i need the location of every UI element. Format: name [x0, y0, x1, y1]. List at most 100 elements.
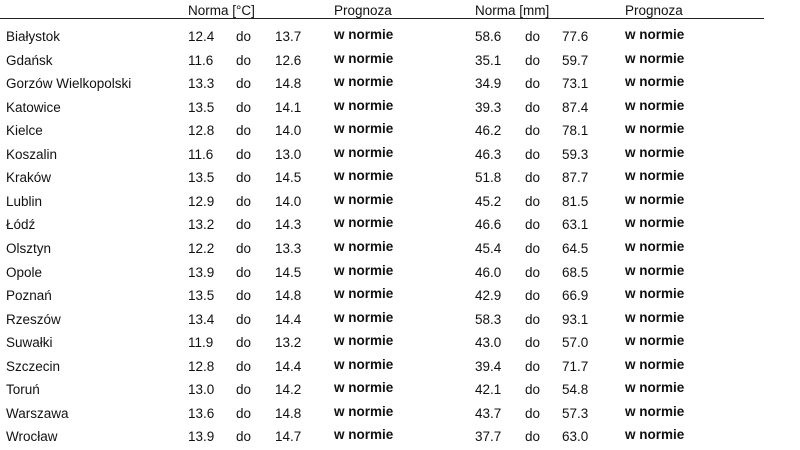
temp-range-word: do [236, 358, 252, 374]
precip-min: 46.0 [475, 264, 502, 280]
temp-forecast: w normie [334, 215, 394, 231]
city-name: Poznań [6, 288, 52, 304]
precip-range-word: do [525, 52, 541, 68]
temp-forecast: w normie [334, 121, 394, 137]
city-name: Olsztyn [6, 240, 52, 256]
temp-forecast: w normie [334, 168, 394, 184]
precip-max: 87.4 [562, 99, 589, 115]
temp-forecast: w normie [334, 191, 394, 207]
table-row: Kraków 13.5 do 14.5 w normie 51.8 do 87.7 w norm… [0, 167, 800, 189]
temp-min: 11.6 [188, 52, 214, 68]
temp-max: 12.6 [275, 52, 302, 68]
precip-forecast: w normie [625, 380, 685, 396]
precip-min: 42.9 [475, 288, 502, 304]
precip-forecast: w normie [625, 27, 685, 42]
precip-max: 66.9 [562, 288, 589, 304]
temp-min: 13.5 [188, 170, 215, 186]
precip-forecast: w normie [625, 121, 685, 137]
city-name: Rzeszów [6, 311, 61, 327]
precip-forecast: w normie [625, 74, 685, 90]
temp-forecast: w normie [334, 238, 394, 254]
city-name: Wrocław [6, 429, 58, 445]
temp-min: 12.9 [188, 193, 215, 209]
temp-forecast: w normie [334, 286, 394, 302]
temp-range-word: do [236, 217, 252, 233]
precip-forecast: w normie [625, 144, 685, 160]
temp-range-word: do [236, 170, 252, 186]
precip-forecast: w normie [625, 356, 685, 372]
table-row: Olsztyn 12.2 do 13.3 w normie 45.4 do 64.5 w nor… [0, 238, 800, 260]
city-name: Kraków [6, 170, 52, 186]
temp-max: 14.7 [275, 429, 302, 445]
precip-forecast: w normie [625, 427, 685, 443]
precip-min: 51.8 [475, 170, 502, 186]
temp-forecast: w normie [334, 27, 394, 42]
temp-min: 13.0 [188, 382, 215, 398]
precip-forecast: w normie [625, 168, 685, 184]
city-name: Warszawa [6, 405, 69, 421]
city-name: Łódź [6, 217, 36, 233]
table-row: Gorzów Wielkopolski 13.3 do 14.8 w normie 34.… [0, 73, 800, 95]
precip-range-word: do [525, 193, 541, 209]
table-row: Katowice 13.5 do 14.1 w normie 39.3 do 87.4 w no… [0, 97, 800, 119]
temp-range-word: do [236, 193, 252, 209]
precip-max: 93.1 [562, 311, 589, 327]
temp-min: 11.9 [188, 335, 214, 351]
precip-range-word: do [525, 358, 541, 374]
precip-range-word: do [525, 170, 541, 186]
city-name: Katowice [6, 99, 61, 115]
precip-forecast: w normie [625, 238, 685, 254]
precip-max: 68.5 [562, 264, 589, 280]
temp-range-word: do [236, 240, 252, 256]
city-name: Gdańsk [6, 52, 53, 68]
temp-range-word: do [236, 382, 252, 398]
city-name: Suwałki [6, 335, 53, 351]
precip-max: 59.3 [562, 146, 589, 162]
table-row: Szczecin 12.8 do 14.4 w normie 39.4 do 71.7 w no… [0, 356, 800, 378]
precip-range-word: do [525, 382, 541, 398]
temp-max: 14.4 [275, 311, 302, 327]
temp-forecast: w normie [334, 262, 394, 278]
precip-min: 39.4 [475, 358, 502, 374]
temp-max: 14.5 [275, 170, 302, 186]
table-row: Koszalin 11.6 do 13.0 w normie 46.3 do 59.3 w no… [0, 144, 800, 166]
header-divider [0, 18, 764, 19]
table-row: Suwałki 11.9 do 13.2 w normie 43.0 do 57.0 w nor… [0, 332, 800, 354]
precip-forecast: w normie [625, 403, 685, 419]
precip-forecast: w normie [625, 215, 685, 231]
precip-range-word: do [525, 264, 541, 280]
city-name: Szczecin [6, 358, 61, 374]
precip-range-word: do [525, 288, 541, 304]
city-name: Koszalin [6, 146, 58, 162]
precip-forecast: w normie [625, 191, 685, 207]
temp-range-word: do [236, 335, 252, 351]
table-row: Poznań 13.5 do 14.8 w normie 42.9 do 66.9 w norm… [0, 285, 800, 307]
temp-min: 11.6 [188, 146, 214, 162]
precip-min: 34.9 [475, 76, 502, 92]
precip-max: 71.7 [562, 358, 589, 374]
precip-min: 43.0 [475, 335, 502, 351]
temp-max: 14.4 [275, 358, 302, 374]
precip-min: 35.1 [475, 52, 502, 68]
precip-max: 57.0 [562, 335, 589, 351]
precip-range-word: do [525, 335, 541, 351]
table-row: Gdańsk 11.6 do 12.6 w normie 35.1 do 59.7 w norm… [0, 50, 800, 72]
temp-range-word: do [236, 405, 252, 421]
precip-forecast: w normie [625, 50, 685, 66]
temp-forecast: w normie [334, 427, 394, 443]
temp-min: 12.2 [188, 240, 215, 256]
temp-min: 13.9 [188, 264, 215, 280]
precip-forecast: w normie [625, 262, 685, 278]
precip-max: 87.7 [562, 170, 589, 186]
precip-max: 77.6 [562, 29, 589, 44]
temp-min: 13.4 [188, 311, 215, 327]
table-row: Opole 13.9 do 14.5 w normie 46.0 do 68.5 w normi… [0, 262, 800, 284]
header-precip-forecast: Prognoza [625, 3, 683, 18]
precip-range-word: do [525, 146, 541, 162]
temp-range-word: do [236, 52, 252, 68]
precip-max: 63.1 [562, 217, 589, 233]
precip-max: 81.5 [562, 193, 589, 209]
temp-min: 13.5 [188, 288, 215, 304]
temp-min: 13.5 [188, 99, 215, 115]
table-row: Kielce 12.8 do 14.0 w normie 46.2 do 78.1 w norm… [0, 120, 800, 142]
